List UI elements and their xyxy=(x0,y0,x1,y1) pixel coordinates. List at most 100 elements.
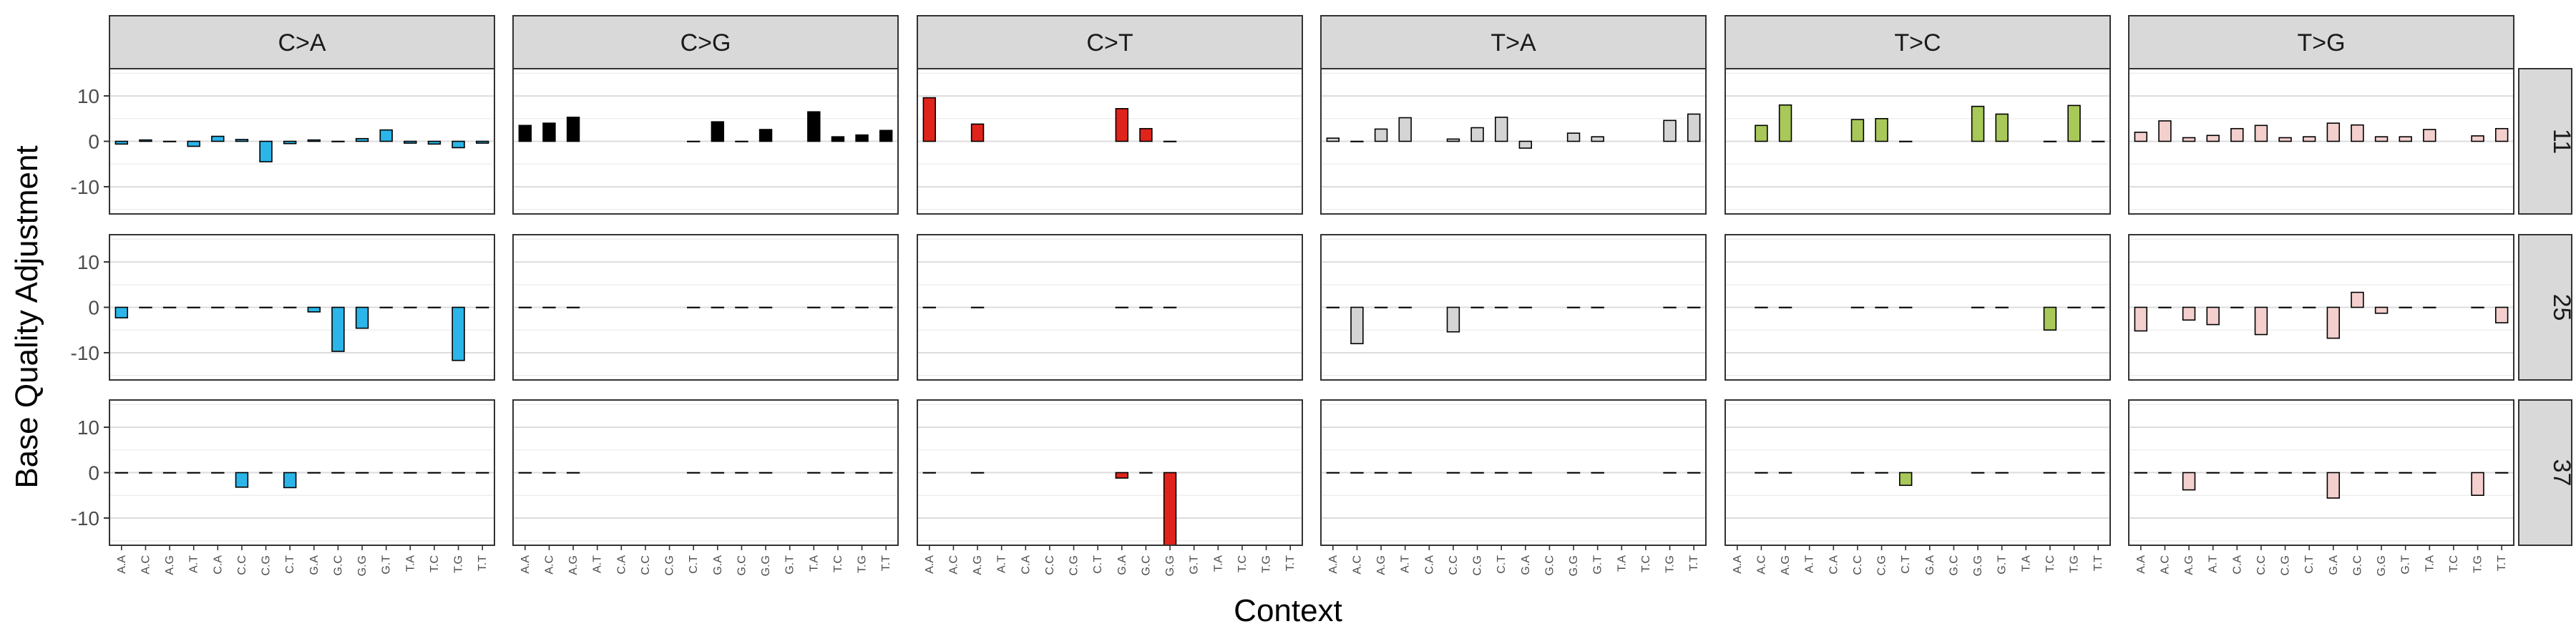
bar-A.C xyxy=(1350,306,1364,345)
x-tick-label: T.A xyxy=(808,555,820,572)
row-strip-label: 11 xyxy=(2548,129,2575,154)
bar-A.G xyxy=(1778,472,1792,474)
bar-T.T xyxy=(2494,472,2509,474)
bar-G.A xyxy=(307,472,321,474)
column-strip-T-to-G: T>G xyxy=(2128,15,2514,69)
bar-C.G xyxy=(259,140,273,162)
bar-T.A xyxy=(404,472,417,474)
bar-T.T xyxy=(475,140,489,144)
panel-C-to-A-row-11 xyxy=(109,68,495,215)
x-tick-label: G.A xyxy=(308,555,321,575)
bar-G.C xyxy=(2351,124,2364,142)
bar-G.T xyxy=(2399,136,2412,142)
x-tick-label: T.A xyxy=(2424,555,2436,572)
bar-C.A xyxy=(2230,472,2244,474)
panel-T-to-G-row-25 xyxy=(2128,234,2514,381)
x-tick-label: T.C xyxy=(832,555,844,572)
x-tick-label: G.C xyxy=(1948,555,1960,575)
panel-border xyxy=(1724,399,2111,546)
x-tick-label: G.C xyxy=(1140,555,1152,575)
x-tick-label: A.T xyxy=(592,555,604,573)
x-tick-label: A.A xyxy=(519,555,532,574)
panel-border xyxy=(917,399,1303,546)
row-strip-11: 11 xyxy=(2518,68,2575,215)
bar-G.C xyxy=(2351,472,2364,474)
bar-T.C xyxy=(427,140,441,145)
bar-T.T xyxy=(879,472,893,474)
bar-G.T xyxy=(1995,113,2009,142)
x-tick-label: C.C xyxy=(1044,555,1056,575)
y-tick-label: 10 xyxy=(77,85,99,107)
bar-C.G xyxy=(1470,472,1484,474)
panels-layer xyxy=(109,68,2514,546)
bar-C.T xyxy=(283,472,297,489)
y-tick-label: -10 xyxy=(71,342,99,364)
x-tick-label: C.T xyxy=(2303,555,2316,574)
x-tick-label: T.G xyxy=(2069,555,2081,573)
panel-border xyxy=(2128,399,2514,546)
x-tick-label: A.T xyxy=(1400,555,1412,573)
bar-G.T xyxy=(1591,472,1604,474)
x-tick-label: C.A xyxy=(212,555,224,575)
x-tick-label: C.G xyxy=(664,555,676,575)
bar-A.G xyxy=(970,472,985,474)
panel-T-to-C-row-25 xyxy=(1724,234,2111,381)
panel-border xyxy=(512,234,899,381)
strip-background xyxy=(2518,234,2572,381)
bar-C.T xyxy=(1898,472,1913,487)
panel-C-to-T-row-25 xyxy=(917,234,1303,381)
x-tick-label: G.A xyxy=(1924,555,1936,575)
row-strip-label: 37 xyxy=(2548,459,2575,487)
bar-A.T xyxy=(187,472,200,474)
x-tick-label: A.C xyxy=(543,555,555,575)
x-tick-label: C.C xyxy=(1852,555,1864,575)
column-strip-label: C>G xyxy=(680,29,731,57)
panel-C-to-G-row-11 xyxy=(512,68,899,215)
bar-G.T xyxy=(379,472,393,474)
bar-A.A xyxy=(518,472,532,474)
column-strip-C-to-G: C>G xyxy=(512,15,899,69)
x-tick-label: G.G xyxy=(1164,555,1176,576)
x-tick-label: A.C xyxy=(947,555,960,575)
bar-G.A xyxy=(1518,140,1533,149)
x-tick-label: A.C xyxy=(140,555,152,575)
x-tick-label: A.G xyxy=(567,555,580,575)
strip-background xyxy=(109,15,495,69)
x-tick-label: T.G xyxy=(857,555,869,573)
x-tick-label: T.G xyxy=(1261,555,1273,573)
y-tick-label: 0 xyxy=(88,131,99,153)
bar-A.C xyxy=(1755,472,1768,474)
bar-T.G xyxy=(452,140,465,149)
bar-C.T xyxy=(2302,136,2316,142)
x-tick-label: T.T xyxy=(2092,555,2104,571)
y-tick-label: -10 xyxy=(71,176,99,198)
bar-C.A xyxy=(211,472,225,474)
bar-G.A xyxy=(307,306,321,313)
x-tick-label: A.A xyxy=(116,555,128,574)
bar-C.G xyxy=(1470,127,1484,142)
x-tick-label: A.A xyxy=(924,555,936,574)
bar-A.A xyxy=(114,140,129,145)
bar-G.G xyxy=(1566,132,1581,142)
bar-A.T xyxy=(187,140,200,147)
x-tick-label: C.C xyxy=(1448,555,1460,575)
bar-G.C xyxy=(331,306,345,352)
x-tick-label: T.T xyxy=(1688,555,1700,571)
column-strip-C-to-T: C>T xyxy=(917,15,1303,69)
x-tick-label: T.A xyxy=(2020,555,2032,572)
bar-C.C xyxy=(235,472,249,488)
bar-A.G xyxy=(566,117,580,142)
bar-C.C xyxy=(235,139,249,142)
bar-A.A xyxy=(2134,306,2148,332)
bar-G.G xyxy=(758,472,773,474)
bar-A.A xyxy=(518,125,532,142)
bar-A.A xyxy=(1326,137,1340,142)
bar-G.T xyxy=(1995,472,2009,474)
bar-A.G xyxy=(970,123,985,142)
x-tick-label: G.T xyxy=(1592,555,1604,575)
panel-C-to-G-row-25 xyxy=(512,234,899,381)
x-tick-label: A.T xyxy=(996,555,1008,573)
bar-G.A xyxy=(1518,472,1533,474)
y-tick-label: 0 xyxy=(88,462,99,484)
x-tick-label: T.T xyxy=(880,555,892,571)
